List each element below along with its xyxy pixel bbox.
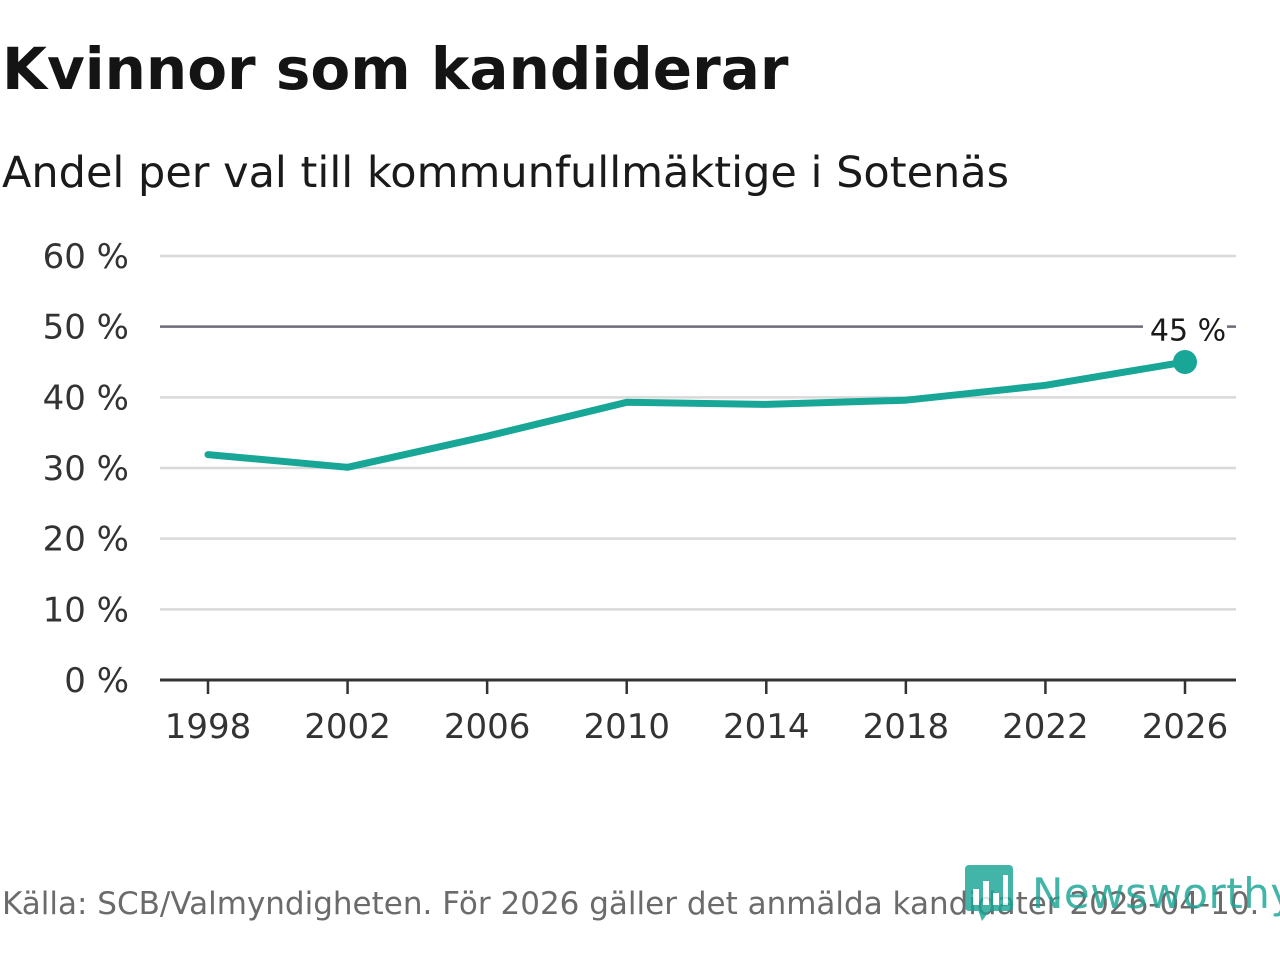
x-tick-label-1998: 1998 (165, 707, 252, 747)
x-tick-label-2010: 2010 (583, 707, 670, 747)
series-line-0 (204, 358, 1189, 471)
x-tick-label-2018: 2018 (863, 707, 950, 747)
chart-subtitle: Andel per val till kommunfullmäktige i S… (2, 148, 1010, 198)
annotation-label-background (1143, 308, 1227, 341)
y-tick-label-20: 20 % (43, 520, 129, 560)
x-tick-label-2026: 2026 (1142, 707, 1229, 747)
y-tick-label-30: 30 % (43, 449, 129, 489)
x-tick-label-2022: 2022 (1002, 707, 1089, 747)
annotation-label-2026: 45 % (1150, 314, 1226, 349)
x-tick-label-2014: 2014 (723, 707, 810, 747)
x-tick-label-2006: 2006 (444, 707, 531, 747)
y-tick-label-0: 0 % (64, 661, 129, 701)
y-tick-label-60: 60 % (43, 237, 129, 277)
endpoint-marker-2026 (1173, 350, 1197, 374)
newsworthy-logo: Newsworthy (964, 862, 1280, 924)
newsworthy-logo-icon (965, 865, 1013, 921)
chart-title: Kvinnor som kandiderar (2, 35, 789, 103)
y-tick-label-50: 50 % (43, 308, 129, 348)
source-note: Källa: SCB/Valmyndigheten. För 2026 gäll… (2, 886, 1260, 922)
y-tick-label-10: 10 % (43, 590, 129, 630)
newsworthy-logo-text: Newsworthy (1032, 868, 1280, 918)
x-tick-label-2002: 2002 (304, 707, 391, 747)
y-tick-label-40: 40 % (43, 378, 129, 418)
